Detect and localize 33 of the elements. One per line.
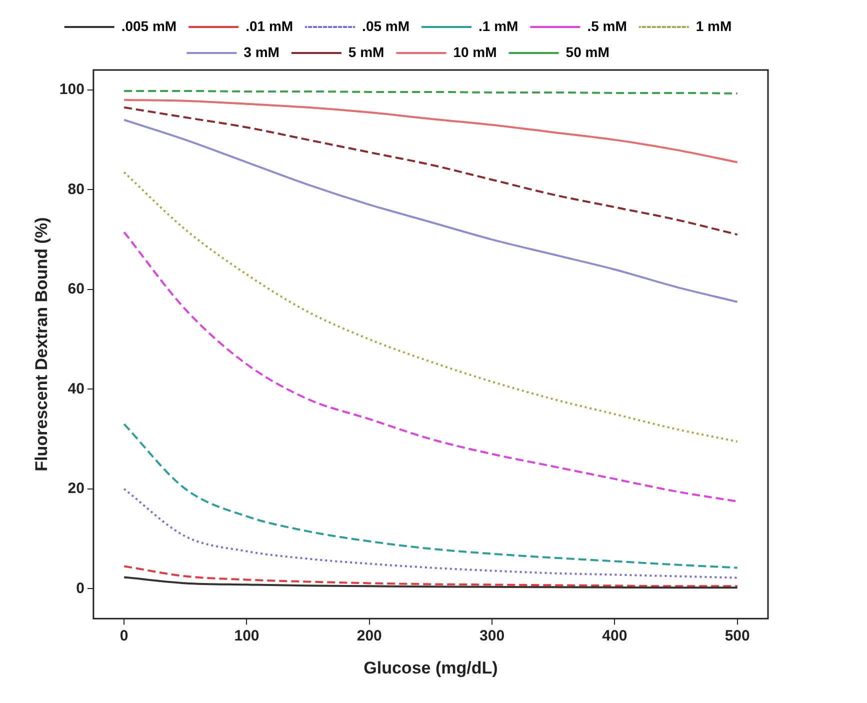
legend-label: .05 mM	[362, 18, 410, 34]
x-tick-label: 500	[724, 628, 750, 645]
x-tick-label: 0	[120, 628, 128, 645]
x-tick-label: 200	[356, 628, 382, 645]
legend-label: 3 mM	[244, 44, 280, 60]
legend-label: .01 mM	[246, 18, 294, 34]
legend-label: .5 mM	[587, 18, 627, 34]
line-series	[123, 423, 738, 569]
y-tick-label: 0	[76, 580, 84, 597]
line-series	[123, 565, 738, 588]
legend-label: 10 mM	[453, 44, 497, 60]
legend-label: 1 mM	[696, 18, 732, 34]
y-tick-label: 40	[68, 380, 84, 398]
legend-label: .005 mM	[121, 18, 177, 34]
line-series	[123, 488, 738, 579]
line-series	[123, 171, 738, 443]
x-tick-label: 100	[234, 628, 260, 645]
line-series	[123, 106, 738, 236]
y-tick-label: 20	[68, 480, 84, 498]
y-tick-label: 60	[68, 280, 84, 298]
x-tick-label: 400	[602, 628, 628, 645]
y-tick-label: 100	[59, 81, 84, 98]
line-series	[123, 231, 738, 502]
legend-label: 50 mM	[566, 44, 610, 60]
y-axis-title: Fluorescent Dextran Bound (%)	[32, 217, 51, 472]
line-series	[123, 576, 738, 589]
y-tick-label: 80	[68, 180, 84, 198]
x-axis-title: Glucose (mg/dL)	[364, 658, 498, 678]
line-series	[123, 98, 738, 164]
legend-label: 5 mM	[348, 44, 384, 60]
legend-label: .1 mM	[478, 18, 518, 34]
x-tick-label: 300	[480, 628, 505, 645]
line-series	[123, 118, 738, 303]
